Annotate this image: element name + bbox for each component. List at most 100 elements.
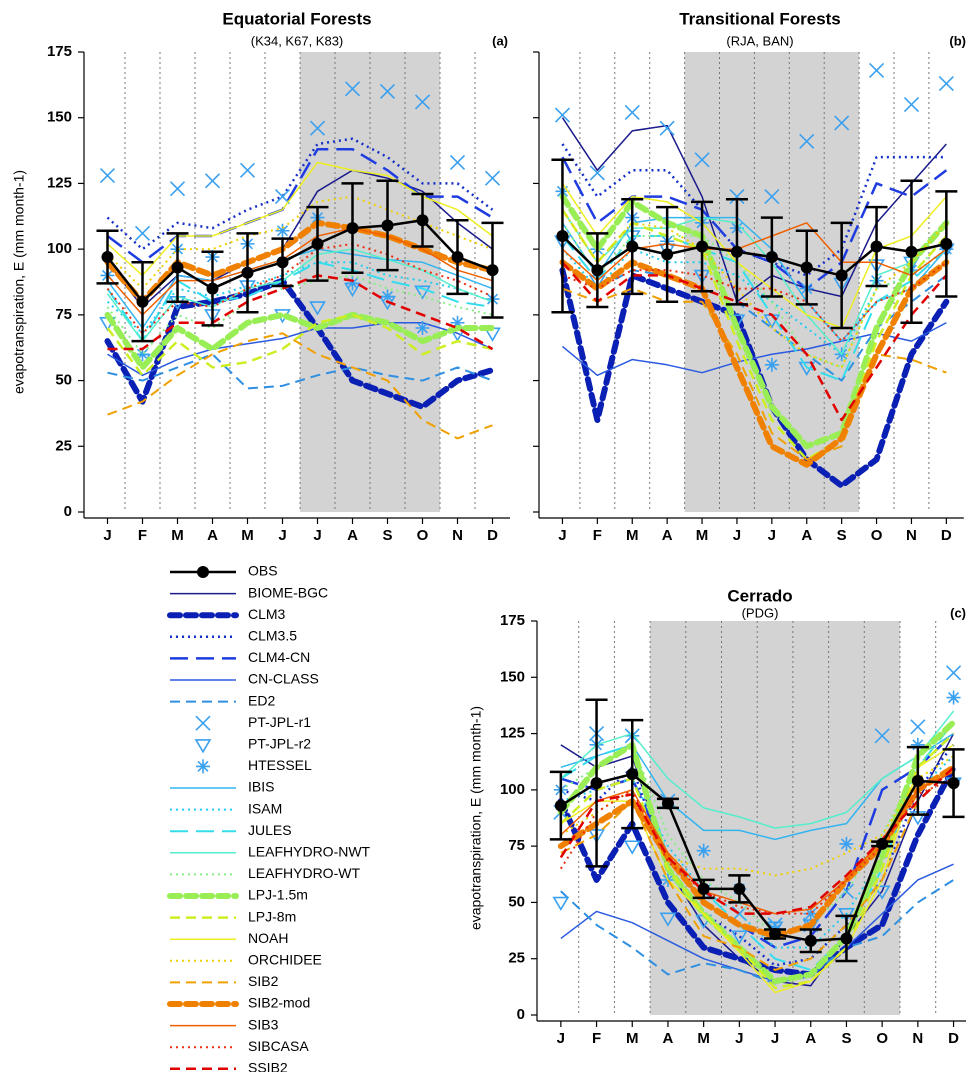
marker	[380, 289, 395, 304]
marker	[764, 357, 779, 372]
y-tick-label: 75	[508, 837, 525, 854]
dry-season	[650, 621, 900, 1015]
x-tick-label: A	[347, 527, 358, 544]
marker	[868, 62, 885, 78]
legend-label: JULES	[248, 822, 292, 838]
marker	[171, 261, 184, 274]
series-line	[106, 274, 493, 356]
series-line	[107, 353, 493, 390]
y-tick-label: 100	[500, 781, 525, 798]
marker	[554, 799, 567, 812]
legend-label: SSIB2	[248, 1060, 288, 1072]
series-line	[106, 313, 493, 377]
x-tick-label: J	[557, 1030, 565, 1047]
marker	[661, 797, 674, 810]
series-line	[106, 242, 493, 335]
x-tick-label: A	[801, 527, 812, 544]
series-layer	[551, 62, 958, 489]
marker	[589, 165, 605, 181]
x-tick-label: M	[626, 1030, 639, 1047]
marker	[591, 264, 604, 277]
marker	[136, 295, 149, 308]
x-tick-label: N	[912, 1030, 923, 1047]
marker	[876, 837, 889, 850]
x-tick-label: O	[417, 527, 429, 544]
y-tick-label: 175	[47, 43, 72, 60]
marker	[346, 222, 359, 235]
series-line	[560, 879, 955, 985]
x-tick-label: J	[313, 527, 321, 544]
marker	[101, 251, 114, 264]
marker	[626, 768, 639, 781]
series-line	[107, 332, 493, 440]
series-line	[106, 137, 494, 251]
legend-label: OBS	[248, 563, 278, 579]
marker	[309, 120, 326, 136]
y-tick-label: 125	[500, 725, 525, 742]
marker	[840, 932, 853, 945]
x-tick-label: J	[278, 527, 286, 544]
series-line	[560, 733, 955, 987]
marker	[659, 120, 675, 136]
x-tick-label: F	[592, 1030, 601, 1047]
marker	[276, 256, 289, 269]
marker	[938, 75, 954, 92]
marker	[910, 737, 925, 752]
legend-label: CLM3	[248, 606, 286, 622]
series-line	[559, 766, 955, 915]
series-line	[560, 772, 954, 942]
marker	[729, 189, 745, 205]
legend-label: LEAFHYDRO-NWT	[248, 844, 371, 860]
marker	[134, 225, 151, 241]
marker	[696, 240, 709, 253]
marker	[99, 167, 116, 184]
marker	[554, 107, 571, 123]
panel-title: Equatorial Forests	[222, 9, 371, 28]
marker	[169, 181, 186, 197]
series-line	[106, 218, 493, 303]
x-tick-label: N	[906, 527, 917, 544]
legend-label: BIOME-BGC	[248, 584, 328, 600]
series-line	[561, 209, 948, 461]
y-axis-label: evapotranspiration, E (mm month-1)	[11, 170, 27, 394]
marker	[945, 665, 962, 681]
marker	[274, 189, 291, 205]
y-axis-label: evapotranspiration, E (mm month-1)	[468, 706, 484, 930]
marker	[450, 315, 465, 330]
series-line	[561, 156, 948, 290]
legend-label: HTESSEL	[248, 757, 312, 773]
marker	[414, 94, 431, 110]
series-line	[559, 259, 950, 468]
y-tick-label: 75	[55, 306, 72, 323]
panel-title: Cerrado	[727, 586, 792, 605]
panel-title: Transitional Forests	[679, 9, 841, 28]
marker	[764, 189, 780, 205]
y-tick-label: 0	[64, 503, 72, 520]
marker	[661, 248, 674, 261]
y-tick-label: 25	[508, 950, 525, 967]
marker	[552, 896, 570, 912]
marker	[624, 104, 640, 121]
marker	[803, 906, 818, 921]
series-line	[561, 222, 947, 282]
x-tick-label: F	[593, 527, 602, 544]
marker	[135, 347, 150, 362]
panel: J F M A M J J A S O N D Transitional Forests (RJA, BA…	[533, 9, 966, 544]
x-tick-label: M	[171, 527, 184, 544]
x-tick-label: M	[697, 1030, 710, 1047]
panel-subtitle: (RJA, BAN)	[726, 33, 793, 48]
y-tick-label: 0	[517, 1006, 525, 1023]
legend-label: SIB2	[248, 973, 279, 989]
marker	[311, 237, 324, 250]
marker	[873, 885, 891, 900]
marker	[733, 882, 746, 895]
x-tick-label: O	[871, 527, 883, 544]
x-tick-label: M	[696, 527, 709, 544]
legend-label: SIB3	[248, 1016, 279, 1032]
marker	[381, 219, 394, 232]
marker	[241, 266, 254, 279]
x-tick-label: J	[768, 527, 776, 544]
x-tick-label: F	[138, 527, 147, 544]
series-layer	[549, 665, 965, 994]
marker	[344, 81, 361, 97]
